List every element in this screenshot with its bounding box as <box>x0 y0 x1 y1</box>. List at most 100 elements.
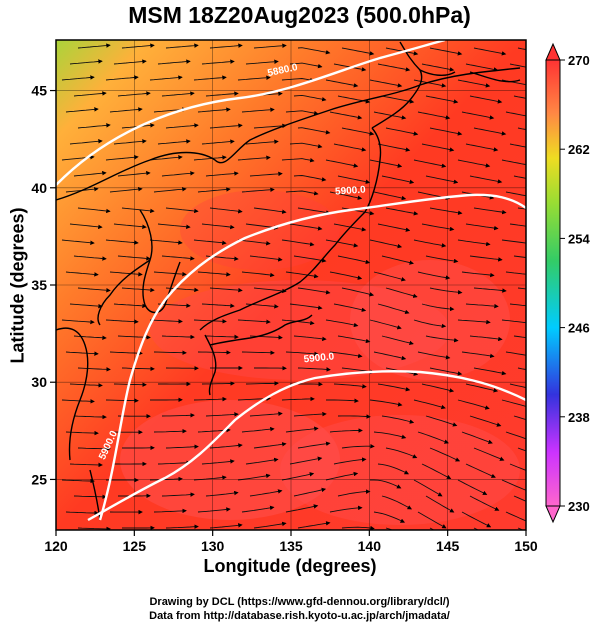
streamline <box>73 335 107 340</box>
streamline <box>193 396 227 402</box>
streamline <box>77 43 111 49</box>
streamline <box>297 47 331 55</box>
streamline <box>505 191 526 197</box>
streamline <box>461 351 495 359</box>
streamline <box>205 412 239 417</box>
streamline <box>253 207 287 214</box>
streamline <box>505 271 526 275</box>
streamline <box>370 479 402 489</box>
streamline <box>369 399 403 407</box>
streamline <box>417 111 451 120</box>
streamline <box>73 255 107 261</box>
streamline <box>165 524 199 529</box>
streamline <box>289 303 323 310</box>
streamline <box>381 415 415 424</box>
streamline <box>253 123 287 129</box>
streamline <box>465 463 496 478</box>
streamline <box>201 59 235 65</box>
streamline <box>293 94 327 102</box>
streamline <box>241 107 275 113</box>
credit-drawing: Drawing by DCL (https://www.gfd-dennou.o… <box>149 596 450 608</box>
x-axis-label: Longitude (degrees) <box>203 556 377 576</box>
streamline <box>329 505 363 513</box>
streamline <box>197 350 231 355</box>
streamline <box>505 431 526 440</box>
streamline <box>77 287 111 293</box>
streamline <box>385 207 419 216</box>
streamline <box>425 255 459 264</box>
streamline <box>153 428 187 434</box>
streamline <box>157 139 191 145</box>
streamline <box>429 287 463 295</box>
streamline <box>505 111 526 117</box>
streamline <box>161 91 195 97</box>
streamline <box>209 207 243 214</box>
streamline <box>209 523 243 529</box>
streamline <box>209 123 243 129</box>
streamline <box>69 462 103 468</box>
contour-5880 <box>56 40 446 186</box>
streamline <box>245 59 279 65</box>
streamline <box>457 479 488 495</box>
streamline <box>117 170 151 177</box>
y-axis-label: Latitude (degrees) <box>7 207 28 364</box>
streamline <box>381 495 412 510</box>
streamline <box>329 111 363 120</box>
streamline <box>249 335 283 340</box>
streamline <box>297 287 331 295</box>
streamline <box>513 255 526 258</box>
streamline <box>341 525 375 530</box>
streamline <box>469 175 503 184</box>
streamline <box>473 127 507 136</box>
streamline <box>501 159 526 166</box>
streamline <box>165 444 199 449</box>
streamline <box>461 111 495 120</box>
streamline <box>329 271 363 280</box>
streamline <box>457 239 491 247</box>
streamline <box>289 456 323 465</box>
streamline <box>413 239 447 248</box>
streamline <box>513 495 526 502</box>
streamline <box>165 43 199 49</box>
streamline <box>65 271 99 277</box>
colorbar-body <box>545 59 561 507</box>
streamline <box>377 383 411 392</box>
y-tick-label: 30 <box>31 374 47 390</box>
coastlines <box>56 41 521 521</box>
map-title: MSM 18Z20Aug2023 (500.0hPa) <box>128 2 471 28</box>
streamline <box>457 319 491 325</box>
streamline <box>65 510 99 516</box>
streamline <box>429 447 461 462</box>
streamline <box>421 383 455 393</box>
height-contours <box>56 40 526 522</box>
streamline <box>369 239 403 249</box>
streamline <box>465 303 499 309</box>
streamline <box>249 411 283 417</box>
contour-5900-north <box>98 193 526 521</box>
streamline <box>69 59 103 65</box>
streamline <box>373 511 406 523</box>
streamline <box>293 335 327 342</box>
x-tick-label: 120 <box>44 538 68 554</box>
streamline <box>245 457 279 465</box>
streamline <box>341 443 375 449</box>
streamline <box>153 508 187 514</box>
streamline <box>113 223 147 229</box>
streamline <box>149 319 183 324</box>
streamline <box>157 460 191 466</box>
streamline <box>297 441 331 449</box>
x-tick-label: 145 <box>436 538 460 554</box>
streamline <box>201 139 235 145</box>
streamline <box>197 507 231 513</box>
streamline <box>193 239 227 245</box>
streamline <box>429 367 463 376</box>
streamline <box>281 472 315 481</box>
streamline <box>161 334 195 340</box>
streamline <box>369 79 403 88</box>
streamline <box>121 207 155 214</box>
streamline <box>105 319 139 324</box>
colorbar-tick-label: 270 <box>568 53 590 68</box>
streamline <box>241 426 275 433</box>
streamline <box>417 511 447 529</box>
streamline <box>385 447 418 459</box>
